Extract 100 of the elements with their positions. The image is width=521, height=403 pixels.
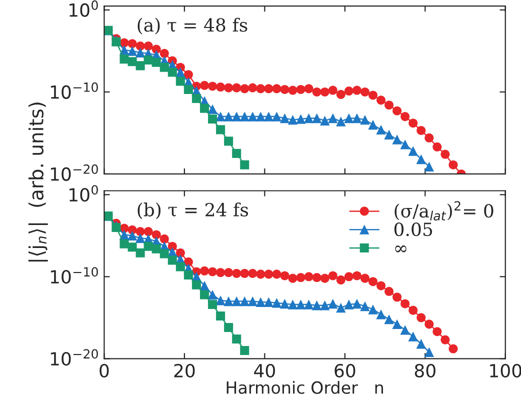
point (352, 298, 362, 309)
point (288, 274, 298, 283)
point (232, 334, 242, 344)
point (232, 83, 242, 92)
point (160, 48, 169, 58)
point (400, 140, 410, 150)
point (127, 46, 138, 56)
x-tick-label: 60 (334, 364, 356, 378)
point (264, 84, 274, 94)
point (216, 82, 226, 92)
point (184, 84, 193, 94)
point (152, 58, 161, 67)
point (216, 125, 226, 134)
point (368, 120, 378, 130)
point (408, 306, 418, 315)
point (136, 61, 145, 70)
point (280, 113, 290, 124)
point (344, 86, 354, 96)
point (208, 104, 218, 114)
point (400, 112, 410, 122)
point (127, 230, 138, 241)
point (424, 162, 434, 172)
point (208, 114, 218, 124)
point (240, 346, 250, 355)
point (384, 286, 394, 296)
point (408, 332, 418, 342)
annotation: (a) τ = 48 fs (138, 18, 248, 34)
point (128, 242, 137, 252)
point (280, 298, 290, 309)
point (288, 300, 298, 310)
point (176, 248, 185, 258)
point (384, 314, 394, 324)
point (264, 270, 274, 279)
point (135, 48, 146, 58)
point (208, 82, 218, 91)
point (392, 106, 402, 116)
point (152, 230, 161, 240)
point (272, 112, 282, 122)
point (296, 272, 306, 282)
point (304, 272, 314, 282)
point (240, 84, 250, 94)
point (216, 112, 226, 122)
x-tick-label: 100 (490, 364, 521, 378)
point (280, 271, 290, 280)
point (360, 301, 370, 312)
point (216, 295, 226, 306)
y-axis-title: |⟨j$_{n}$⟩| (arb. units) (28, 102, 48, 262)
point (360, 87, 370, 96)
point (368, 90, 378, 100)
point (264, 297, 274, 307)
point (232, 296, 242, 306)
point (176, 67, 186, 78)
point (384, 130, 394, 140)
point (392, 292, 402, 302)
point (144, 42, 153, 51)
point (296, 300, 306, 310)
legend-label: 0.05 (394, 222, 432, 236)
point (288, 114, 298, 125)
point (272, 298, 282, 308)
point (272, 84, 282, 94)
point (392, 319, 402, 330)
point (432, 142, 442, 152)
x-tick-label: 0 (100, 364, 109, 378)
point (416, 313, 426, 322)
point (168, 256, 177, 265)
point (224, 268, 234, 278)
point (352, 86, 362, 95)
point (368, 304, 378, 314)
point (120, 239, 129, 248)
point (320, 116, 330, 126)
point (240, 160, 250, 170)
point (336, 90, 346, 99)
point (200, 266, 210, 276)
point (408, 118, 418, 128)
point (256, 112, 266, 122)
point (328, 86, 338, 95)
y-tick-label: 10$^{−10}$ (50, 82, 98, 99)
point (192, 280, 201, 290)
point (312, 87, 322, 96)
point (144, 227, 153, 236)
point (120, 54, 129, 64)
point (224, 323, 234, 332)
point (368, 277, 378, 286)
point (216, 268, 226, 278)
point (336, 302, 346, 313)
point (232, 268, 242, 278)
point (288, 86, 298, 95)
point (400, 325, 410, 335)
point (160, 62, 169, 72)
point (416, 339, 426, 349)
point (312, 113, 322, 124)
x-tick-label: 20 (174, 364, 195, 378)
point (240, 296, 250, 306)
point (392, 134, 402, 144)
point (312, 300, 322, 310)
point (352, 113, 362, 124)
point (184, 70, 193, 80)
point (176, 76, 185, 86)
point (304, 300, 314, 310)
point (344, 113, 354, 124)
